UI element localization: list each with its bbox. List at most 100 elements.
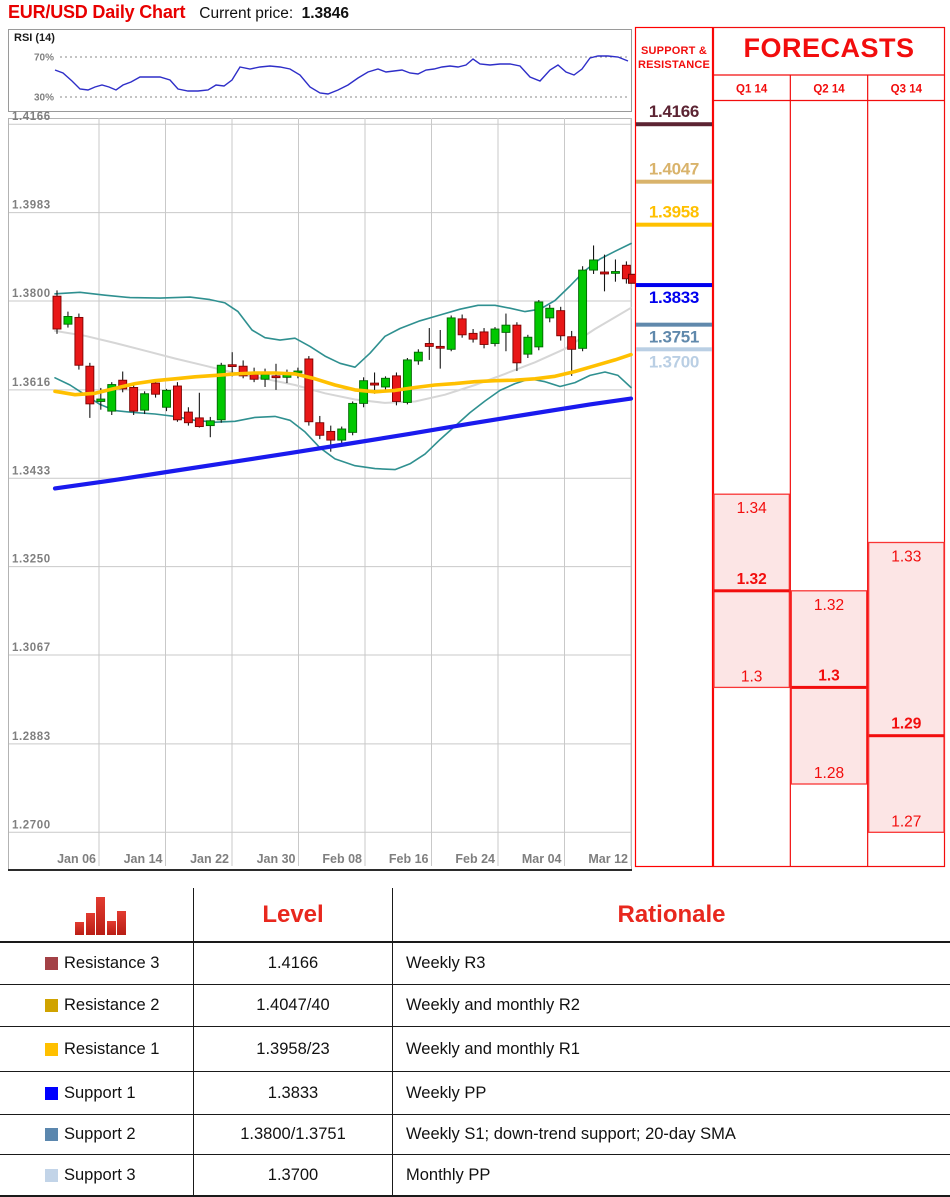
candle-bearish [370, 382, 379, 386]
candle-bearish [600, 271, 609, 275]
candle-bullish [501, 324, 511, 333]
candle-bullish [216, 364, 226, 421]
level-value-cell: 1.3700 [193, 1155, 392, 1195]
candle-bearish [238, 365, 248, 377]
forecasts-title: FORECASTS [743, 33, 915, 63]
candle-bearish [304, 358, 314, 423]
forecast-pivot-line [791, 685, 867, 689]
level-rationale: Weekly R3 [406, 954, 486, 972]
level-color-swatch-icon [45, 957, 58, 970]
page-title: EUR/USD Daily Chart [8, 2, 186, 22]
candle-bearish [479, 331, 489, 345]
level-name-cell: Support 1 [0, 1072, 193, 1114]
candle-bullish [402, 359, 412, 403]
candle-bullish [413, 351, 423, 362]
x-axis-label: Mar 04 [522, 852, 562, 866]
forecast-high-label: 1.32 [814, 597, 844, 614]
candle-bullish [534, 301, 544, 348]
level-name-cell: Support 2 [0, 1115, 193, 1154]
level-value: 1.3958/23 [256, 1039, 330, 1058]
level-rationale: Weekly S1; down-trend support; 20-day SM… [406, 1125, 736, 1143]
level-value-cell: 1.4047/40 [193, 985, 392, 1026]
level-rationale-cell: Weekly PP [392, 1072, 950, 1114]
level-rationale: Weekly and monthly R2 [406, 996, 580, 1014]
sr-panel-frame [634, 26, 714, 868]
level-value: 1.4047/40 [256, 996, 330, 1014]
candle-bearish [227, 364, 237, 368]
price-chart-canvas: 70% 30% Jan 06 Jan 14 Jan 22 Jan 30 Feb 08 Feb … [8, 26, 946, 871]
x-axis-label: Mar 12 [588, 852, 628, 866]
sr-level-label: 1.4047 [649, 160, 699, 179]
candle-bullish [348, 402, 358, 433]
level-value: 1.4166 [267, 954, 319, 972]
rationale-column-header: Rationale [392, 888, 950, 941]
candle-bullish [337, 428, 347, 441]
candle-bullish [446, 317, 456, 350]
bollinger-upper-line [54, 242, 632, 369]
level-color-swatch-icon [45, 1086, 58, 1100]
level-rationale-cell: Weekly S1; down-trend support; 20-day SM… [392, 1115, 950, 1154]
current-price: Current price: 1.3846 [199, 5, 349, 23]
y-axis-label: 1.3433 [12, 465, 51, 477]
table-row: Resistance 2 1.4047/40 Weekly and monthly … [0, 984, 950, 1026]
sr-level-label: 1.3751 [649, 328, 699, 347]
candle-bearish [271, 375, 281, 379]
candle-bearish [183, 411, 193, 424]
support-resistance-header: SUPPORT & RESISTANCE [635, 44, 713, 72]
support-resistance-header-line2: RESISTANCE [637, 59, 711, 71]
candle-bearish [512, 324, 522, 364]
candle-bullish [545, 307, 555, 319]
rsi-panel-frame [8, 29, 632, 112]
candle-bullish [140, 393, 150, 411]
title-bar: EUR/USD Daily Chart Current price: 1.384… [8, 2, 349, 23]
sr-level-line [636, 347, 712, 352]
candle-bearish [435, 345, 445, 349]
candle-bearish [424, 343, 434, 347]
y-axis-label: 1.2700 [12, 819, 51, 831]
sr-level-label: 1.3833 [649, 288, 699, 307]
forecast-pivot-line [868, 734, 944, 738]
bar-chart-icon [75, 895, 126, 935]
forecast-pivot-label: 1.32 [737, 571, 767, 588]
x-axis-label: Jan 06 [57, 852, 96, 866]
level-name: Support 1 [64, 1083, 136, 1102]
sr-level-label: 1.3958 [649, 203, 699, 222]
y-axis-label: 1.3067 [12, 642, 51, 654]
quarter-header-label: Q2 14 [813, 84, 845, 96]
sma20-line [53, 352, 633, 397]
level-color-swatch-icon [45, 1128, 58, 1141]
quarter-header-label: Q1 14 [736, 84, 768, 96]
candle-bullish [490, 328, 500, 344]
level-rationale-cell: Weekly and monthly R1 [392, 1027, 950, 1071]
y-axis-label: 1.3250 [12, 554, 51, 566]
candle-bearish [129, 387, 139, 412]
chart-frame [8, 118, 632, 870]
level-value-cell: 1.3958/23 [193, 1027, 392, 1071]
y-axis-label: 1.4166 [12, 111, 51, 123]
level-rationale-cell: Weekly R3 [392, 943, 950, 984]
bollinger-lower-line [54, 371, 632, 471]
forecast-pivot-label: 1.29 [891, 716, 922, 733]
level-value-cell: 1.3800/1.3751 [193, 1115, 392, 1154]
level-name-cell: Resistance 2 [0, 985, 193, 1026]
forecast-pivot-line [714, 589, 790, 593]
x-axis-label: Jan 30 [257, 852, 296, 866]
candle-bullish [589, 259, 598, 271]
y-axis-label: 1.3800 [12, 288, 51, 300]
forecast-pivot-label: 1.3 [818, 667, 840, 684]
sr-level-line [636, 179, 712, 184]
quarter-header-label: Q3 14 [891, 84, 923, 96]
level-name: Resistance 2 [64, 996, 160, 1014]
y-axis-label: 1.3983 [12, 200, 51, 212]
x-axis-label: Jan 14 [124, 852, 163, 866]
level-rationale-cell: Monthly PP [392, 1155, 950, 1195]
sr-level-line [636, 222, 712, 227]
current-price-value: 1.3846 [301, 5, 350, 22]
sr-level-label: 1.3700 [649, 352, 699, 371]
candle-bearish [556, 310, 566, 337]
levels-table: Level Rationale Resistance 3 1.4166 Weekly… [0, 888, 950, 1197]
sr-level-line [636, 322, 712, 327]
level-name: Resistance 1 [64, 1039, 160, 1058]
level-name: Support 2 [64, 1125, 136, 1143]
level-name: Support 3 [64, 1165, 136, 1184]
